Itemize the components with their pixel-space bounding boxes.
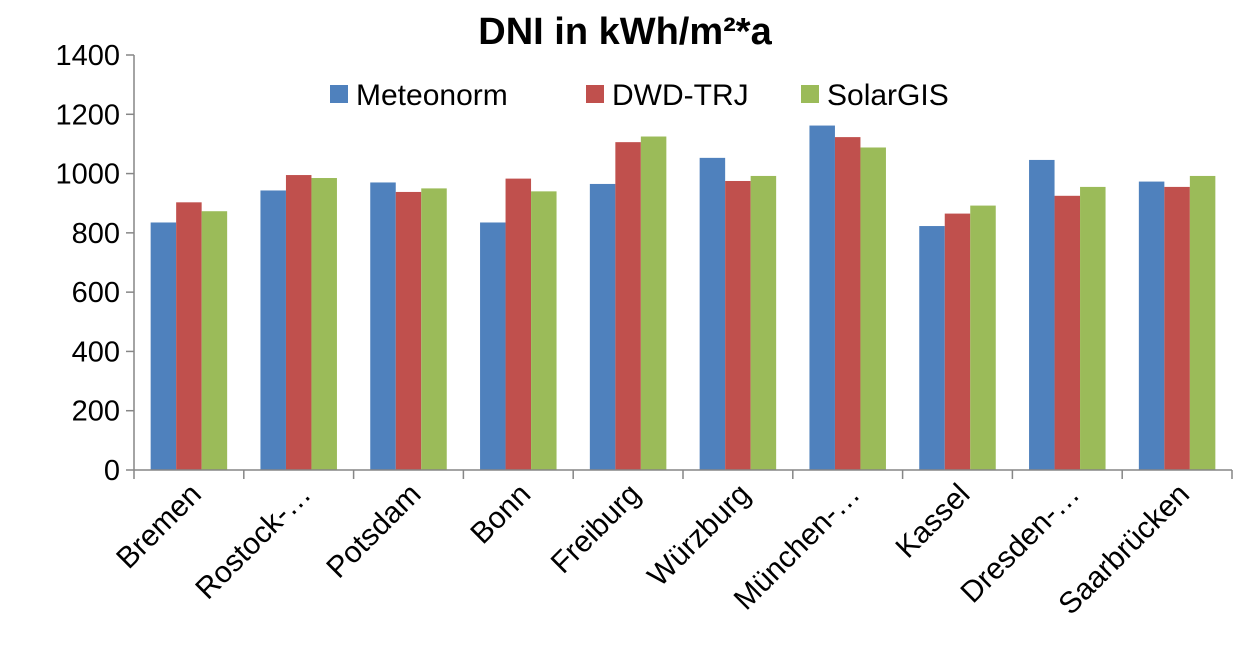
bar-solargis xyxy=(970,205,996,471)
bar-dwd-trj xyxy=(834,137,861,470)
legend-swatch xyxy=(801,85,819,103)
bar-meteonorm xyxy=(480,222,506,470)
bar-solargis xyxy=(531,191,557,470)
y-tick-label: 600 xyxy=(72,277,120,309)
bar-solargis xyxy=(1189,175,1216,470)
bar-solargis xyxy=(640,136,667,470)
bars xyxy=(150,125,1216,471)
y-tick-label: 200 xyxy=(72,396,120,428)
bar-solargis xyxy=(750,175,777,470)
bar-dwd-trj xyxy=(1164,186,1190,471)
y-tick-label: 1200 xyxy=(55,99,120,131)
bar-meteonorm xyxy=(150,222,177,470)
bar-dwd-trj xyxy=(615,142,641,470)
bar-meteonorm xyxy=(370,182,396,470)
y-tick-label: 0 xyxy=(104,455,120,487)
bar-meteonorm xyxy=(1138,181,1165,470)
legend-label: Meteonorm xyxy=(356,79,508,112)
x-category-label: Bonn xyxy=(464,478,537,551)
bar-dwd-trj xyxy=(285,175,312,470)
bar-solargis xyxy=(201,211,228,471)
bar-meteonorm xyxy=(699,157,726,470)
bar-dwd-trj xyxy=(395,191,422,470)
y-tick-label: 1400 xyxy=(55,40,120,72)
bar-meteonorm xyxy=(1029,159,1055,470)
bar-solargis xyxy=(421,188,447,470)
bar-meteonorm xyxy=(809,125,835,471)
bar-meteonorm xyxy=(260,190,286,471)
x-category-label: Kassel xyxy=(889,478,976,565)
chart-title: DNI in kWh/m²*a xyxy=(478,11,772,53)
bar-meteonorm xyxy=(919,226,945,470)
legend-label: SolarGIS xyxy=(827,79,949,112)
bar-meteonorm xyxy=(589,183,616,471)
legend-swatch xyxy=(586,85,604,103)
legend: Meteonorm DWD-TRJ SolarGIS xyxy=(330,79,949,112)
bar-dwd-trj xyxy=(176,202,202,470)
legend-swatch xyxy=(330,85,348,103)
x-category-label: Freiburg xyxy=(545,478,647,580)
bar-solargis xyxy=(860,147,886,470)
bar-dwd-trj xyxy=(725,180,751,470)
y-tick-label: 400 xyxy=(72,336,120,368)
y-tick-label: 800 xyxy=(72,218,120,250)
x-category-label: Bremen xyxy=(110,478,208,576)
bar-dwd-trj xyxy=(1054,195,1081,470)
legend-label: DWD-TRJ xyxy=(612,79,749,112)
x-category-label: Potsdam xyxy=(320,478,427,585)
bar-solargis xyxy=(1080,186,1106,471)
y-tick-label: 1000 xyxy=(55,159,120,191)
x-category-label: Würzburg xyxy=(642,478,757,593)
x-category-label: Rostock-… xyxy=(189,478,317,606)
bar-solargis xyxy=(311,178,337,470)
y-axis: 0 200 400 600 800 1000 1200 1400 xyxy=(55,40,135,487)
bar-dwd-trj xyxy=(505,178,532,470)
bar-dwd-trj xyxy=(944,213,971,470)
